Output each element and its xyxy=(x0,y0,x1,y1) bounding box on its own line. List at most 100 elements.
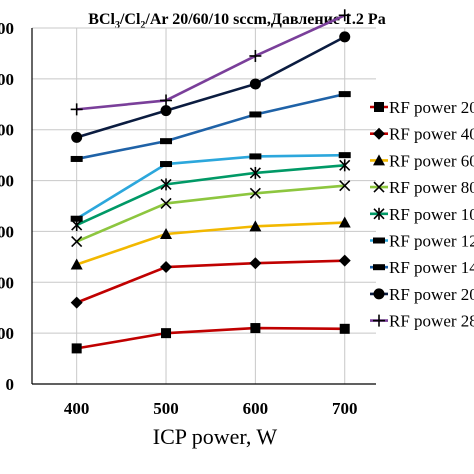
legend-marker xyxy=(373,237,385,244)
series-1 xyxy=(71,323,350,354)
legend-item: RF power 10 xyxy=(370,205,474,224)
chart-legend: RF power 20 RF power 40 RF power 60 RF powe… xyxy=(370,98,474,331)
data-point xyxy=(339,31,351,43)
series-line xyxy=(76,92,346,161)
y-tick-label: 00 xyxy=(0,19,14,38)
data-point xyxy=(71,236,83,248)
series-line xyxy=(76,184,345,243)
y-tick-label: 00 xyxy=(0,121,14,140)
legend-label: RF power 60 xyxy=(389,151,474,170)
series-6 xyxy=(70,152,351,222)
legend-label: RF power 40 xyxy=(389,125,474,144)
data-point xyxy=(250,323,261,334)
data-point xyxy=(338,152,351,159)
title-part-2: /Cl xyxy=(119,11,141,28)
data-point xyxy=(249,187,261,199)
title-part-1: BCl xyxy=(88,11,115,28)
series-5 xyxy=(71,159,351,232)
legend-label: RF power 20 xyxy=(389,98,474,117)
legend-label: RF power 12 xyxy=(389,232,474,251)
series-line xyxy=(76,259,345,304)
data-point xyxy=(339,180,351,192)
series-9 xyxy=(70,9,351,116)
legend-label: RF power 20 xyxy=(389,285,474,304)
legend-item: RF power 28 xyxy=(370,312,474,331)
x-tick-label: 500 xyxy=(153,399,179,418)
y-tick-label: 00 xyxy=(0,70,14,89)
data-point xyxy=(339,159,351,172)
legend-marker xyxy=(373,207,385,220)
title-subscript-1: 3 xyxy=(115,20,120,31)
legend-marker xyxy=(373,127,385,140)
x-tick-label: 600 xyxy=(243,399,269,418)
legend-marker xyxy=(373,154,385,166)
data-point xyxy=(160,197,172,210)
data-point xyxy=(160,178,172,191)
legend-item: RF power 20 xyxy=(370,285,474,304)
y-tick-label: 00 xyxy=(0,222,14,241)
data-point xyxy=(160,227,173,239)
legend-label: RF power 10 xyxy=(389,205,474,224)
legend-marker xyxy=(373,181,385,193)
series-2 xyxy=(70,254,351,309)
series-line xyxy=(76,164,345,227)
plot-axes xyxy=(31,28,376,385)
x-tick-label: 400 xyxy=(64,399,90,418)
data-point xyxy=(249,153,262,160)
title-part-3: /Ar 20/60/10 sccm,Давление 1.2 Pa xyxy=(144,11,385,28)
series-line xyxy=(76,35,346,139)
data-point xyxy=(338,91,351,98)
legend-marker xyxy=(374,102,384,112)
x-axis-tick-labels: 400 500 600 700 xyxy=(64,399,358,418)
data-point xyxy=(249,220,262,232)
legend-item: RF power 60 xyxy=(370,151,474,170)
legend-marker xyxy=(373,288,385,300)
legend-item: RF power 40 xyxy=(370,125,474,144)
data-point xyxy=(160,138,173,145)
data-point xyxy=(249,49,262,62)
y-tick-label: 00 xyxy=(0,273,14,292)
data-point xyxy=(160,161,173,168)
series-7 xyxy=(70,91,351,162)
legend-marker xyxy=(373,314,385,327)
series-line xyxy=(76,326,345,350)
series-line xyxy=(75,153,345,220)
data-point xyxy=(160,94,173,107)
legend-item: RF power 12 xyxy=(370,232,474,251)
data-point xyxy=(70,155,83,162)
legend-label: RF power 14 xyxy=(389,258,474,277)
y-tick-label: 0 xyxy=(6,375,15,394)
legend-label: RF power 28 xyxy=(389,312,474,331)
x-tick-label: 700 xyxy=(332,399,358,418)
legend-marker xyxy=(373,264,385,271)
x-axis-label: ICP power, W xyxy=(153,424,278,449)
data-point xyxy=(70,258,83,270)
data-point xyxy=(338,254,351,267)
data-point xyxy=(338,9,351,22)
data-point xyxy=(249,111,262,118)
legend-label: RF power 80 xyxy=(389,178,474,197)
data-point xyxy=(71,131,83,143)
title-subscript-2: 2 xyxy=(140,20,145,31)
series-line xyxy=(76,14,346,111)
series-8 xyxy=(71,31,351,143)
data-point xyxy=(70,296,83,309)
data-point xyxy=(249,166,261,179)
series-3 xyxy=(70,216,351,270)
data-point xyxy=(160,105,172,117)
data-point xyxy=(161,328,172,339)
data-point xyxy=(249,78,261,90)
data-point xyxy=(70,215,83,222)
y-tick-label: 00 xyxy=(0,172,14,191)
data-point xyxy=(338,216,351,228)
legend-item: RF power 14 xyxy=(370,258,474,277)
legend-item: RF power 20 xyxy=(370,98,474,117)
series-4 xyxy=(71,180,351,248)
data-point xyxy=(70,103,83,116)
data-point xyxy=(71,343,82,354)
data-point xyxy=(160,261,173,274)
data-point xyxy=(339,323,350,334)
y-tick-label: 00 xyxy=(0,324,14,343)
